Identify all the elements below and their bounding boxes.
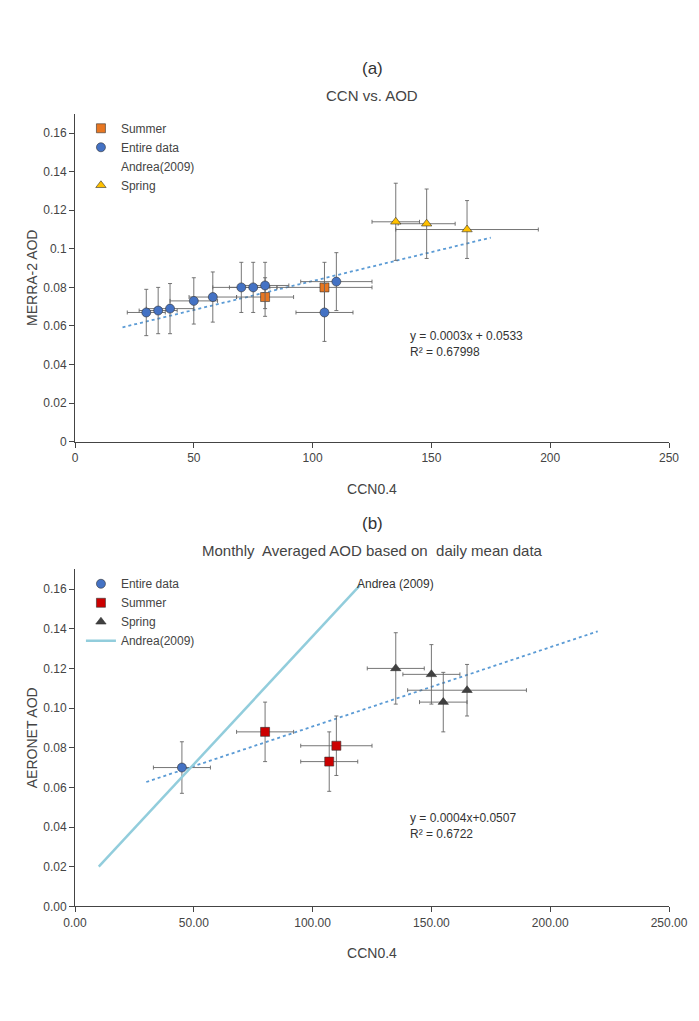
svg-text:AERONET AOD: AERONET AOD bbox=[24, 687, 40, 788]
svg-text:200.00: 200.00 bbox=[532, 916, 569, 930]
svg-text:0.14: 0.14 bbox=[43, 165, 67, 179]
svg-text:CCN0.4: CCN0.4 bbox=[347, 481, 397, 497]
svg-text:Andrea(2009): Andrea(2009) bbox=[121, 160, 194, 174]
svg-text:(b): (b) bbox=[362, 514, 383, 533]
svg-text:0.02: 0.02 bbox=[43, 860, 67, 874]
svg-text:0: 0 bbox=[72, 451, 79, 465]
svg-text:y = 0.0003x + 0.0533R² = 0.679: y = 0.0003x + 0.0533R² = 0.67998 bbox=[410, 329, 523, 359]
svg-text:Monthly Averaged AOD based on: Monthly Averaged AOD based on daily mean… bbox=[202, 542, 543, 559]
svg-text:0.12: 0.12 bbox=[43, 662, 67, 676]
svg-text:0.02: 0.02 bbox=[43, 396, 67, 410]
svg-text:0.16: 0.16 bbox=[43, 582, 67, 596]
svg-text:0.10: 0.10 bbox=[43, 701, 67, 715]
svg-text:0: 0 bbox=[60, 435, 67, 449]
svg-text:Andrea(2009): Andrea(2009) bbox=[121, 634, 194, 648]
svg-text:250.00: 250.00 bbox=[651, 916, 688, 930]
svg-text:Andrea (2009): Andrea (2009) bbox=[357, 577, 434, 591]
svg-text:Entire data: Entire data bbox=[121, 141, 179, 155]
svg-text:Summer: Summer bbox=[121, 122, 166, 136]
svg-text:Spring: Spring bbox=[121, 615, 156, 629]
svg-text:y = 0.0004x+0.0507R² = 0.6722: y = 0.0004x+0.0507R² = 0.6722 bbox=[410, 811, 516, 841]
svg-text:0.08: 0.08 bbox=[43, 741, 67, 755]
svg-text:50: 50 bbox=[187, 451, 201, 465]
svg-text:0.04: 0.04 bbox=[43, 358, 67, 372]
svg-text:(a): (a) bbox=[362, 59, 383, 78]
svg-text:0.08: 0.08 bbox=[43, 281, 67, 295]
svg-text:0.1: 0.1 bbox=[50, 242, 67, 256]
svg-text:MERRA-2 AOD: MERRA-2 AOD bbox=[24, 230, 40, 326]
svg-text:0.06: 0.06 bbox=[43, 781, 67, 795]
svg-text:0.12: 0.12 bbox=[43, 203, 67, 217]
svg-text:100.00: 100.00 bbox=[294, 916, 331, 930]
svg-text:0.04: 0.04 bbox=[43, 820, 67, 834]
svg-text:0.00: 0.00 bbox=[63, 916, 87, 930]
svg-text:100: 100 bbox=[303, 451, 323, 465]
svg-text:50.00: 50.00 bbox=[179, 916, 209, 930]
svg-text:Summer: Summer bbox=[121, 596, 166, 610]
svg-text:200: 200 bbox=[540, 451, 560, 465]
svg-text:Spring: Spring bbox=[121, 179, 156, 193]
svg-text:0.16: 0.16 bbox=[43, 126, 67, 140]
svg-text:150.00: 150.00 bbox=[413, 916, 450, 930]
svg-text:0.06: 0.06 bbox=[43, 319, 67, 333]
svg-text:250: 250 bbox=[659, 451, 679, 465]
svg-text:0.14: 0.14 bbox=[43, 622, 67, 636]
svg-text:Entire data: Entire data bbox=[121, 577, 179, 591]
svg-text:150: 150 bbox=[421, 451, 441, 465]
svg-text:CCN0.4: CCN0.4 bbox=[347, 945, 397, 961]
svg-text:0.00: 0.00 bbox=[43, 900, 67, 914]
svg-text:CCN vs. AOD: CCN vs. AOD bbox=[326, 87, 418, 104]
